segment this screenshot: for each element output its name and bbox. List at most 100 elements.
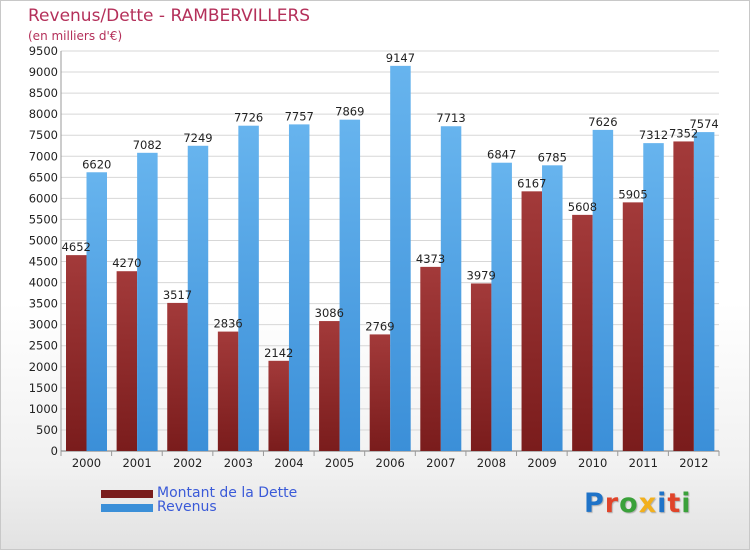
data-label: 7726 [234,111,263,125]
logo-letter: x [638,488,658,519]
data-label: 2836 [213,317,242,331]
x-tick-label: 2009 [527,456,556,470]
y-tick-label: 9500 [29,44,58,58]
data-label: 7574 [689,117,718,131]
y-tick-label: 8500 [29,86,58,100]
debt-bar [217,331,239,451]
debt-bar [369,334,391,451]
debt-bar [268,360,289,451]
data-label: 6167 [517,176,546,190]
y-tick-label: 9000 [29,65,58,79]
x-tick-label: 2000 [72,456,101,470]
y-tick-label: 500 [36,423,58,437]
x-tick-label: 2004 [274,456,303,470]
data-label: 3517 [163,288,192,302]
x-tick-label: 2012 [679,456,708,470]
revenue-bar [542,165,563,451]
revenue-bar [238,125,259,452]
logo-letter: i [657,488,668,519]
logo-letter: P [584,488,605,519]
x-tick-label: 2001 [122,456,151,470]
y-tick-label: 2000 [29,360,58,374]
legend-swatch-revenue [101,504,153,512]
y-tick-label: 3500 [29,297,58,311]
y-tick-label: 3000 [29,318,58,332]
logo-letter: i [681,488,692,519]
data-label: 6785 [538,150,567,164]
y-tick-label: 1500 [29,381,58,395]
revenue-bar [86,172,107,451]
data-label: 3086 [315,306,344,320]
data-label: 7082 [133,138,162,152]
data-label: 7626 [588,115,617,129]
y-tick-label: 8000 [29,107,58,121]
data-label: 9147 [386,51,415,65]
logo-letter: o [619,488,639,519]
x-tick-label: 2006 [376,456,405,470]
revenue-bar [592,129,614,451]
data-label: 5905 [618,187,647,201]
debt-bar [116,271,138,451]
y-tick-label: 0 [51,444,58,458]
data-label: 6847 [487,148,516,162]
data-label: 7249 [183,131,212,145]
x-tick-label: 2003 [224,456,253,470]
debt-bar [470,283,492,451]
debt-bar [521,191,543,451]
data-label: 4652 [62,240,91,254]
legend-label-revenue: Revenus [157,499,217,515]
y-tick-label: 7500 [29,128,58,142]
data-label: 2142 [264,346,293,360]
y-tick-label: 6500 [29,170,58,184]
revenue-bar [187,145,209,452]
data-label: 5608 [568,200,597,214]
debt-bar [420,266,441,451]
data-label: 4270 [112,256,141,270]
x-tick-label: 2005 [325,456,354,470]
y-tick-label: 1000 [29,402,58,416]
data-label: 7312 [639,128,668,142]
debt-bar [319,321,340,451]
y-tick-label: 5000 [29,233,58,247]
y-tick-label: 5500 [29,212,58,226]
data-label: 4373 [416,252,445,266]
y-tick-label: 7000 [29,149,58,163]
data-label: 7352 [669,126,698,140]
revenue-bar [137,152,158,451]
chart-subtitle: (en milliers d'€) [28,29,123,43]
proxiti-logo: Proxiti [584,488,692,519]
data-label: 7757 [285,109,314,123]
revenue-bar [288,124,310,452]
legend-label-debt: Montant de la Dette [157,485,298,501]
revenue-bar [491,162,512,451]
y-tick-label: 6000 [29,191,58,205]
chart-title: Revenus/Dette - RAMBERVILLERS [28,6,311,26]
revenue-bar [440,126,462,452]
legend-swatch-debt [101,490,153,498]
revenue-bar [339,119,361,452]
y-tick-label: 2500 [29,339,58,353]
x-tick-label: 2007 [426,456,455,470]
y-tick-label: 4000 [29,276,58,290]
debt-bar [572,214,593,451]
debt-bar [167,302,188,451]
logo-letter: r [604,488,620,519]
debt-bar [622,202,644,451]
revenue-bar [693,132,715,452]
debt-bar [673,141,694,451]
data-label: 3979 [467,268,496,282]
x-tick-label: 2011 [629,456,658,470]
debt-bar [66,255,87,451]
data-label: 2769 [365,319,394,333]
x-tick-label: 2010 [578,456,607,470]
data-label: 7869 [335,105,364,119]
logo-letter: t [667,488,682,519]
revenue-bar [390,65,411,451]
revenue-bar [643,143,664,451]
y-tick-label: 4500 [29,255,58,269]
data-label: 6620 [82,157,111,171]
data-label: 7713 [436,111,465,125]
x-tick-label: 2008 [477,456,506,470]
